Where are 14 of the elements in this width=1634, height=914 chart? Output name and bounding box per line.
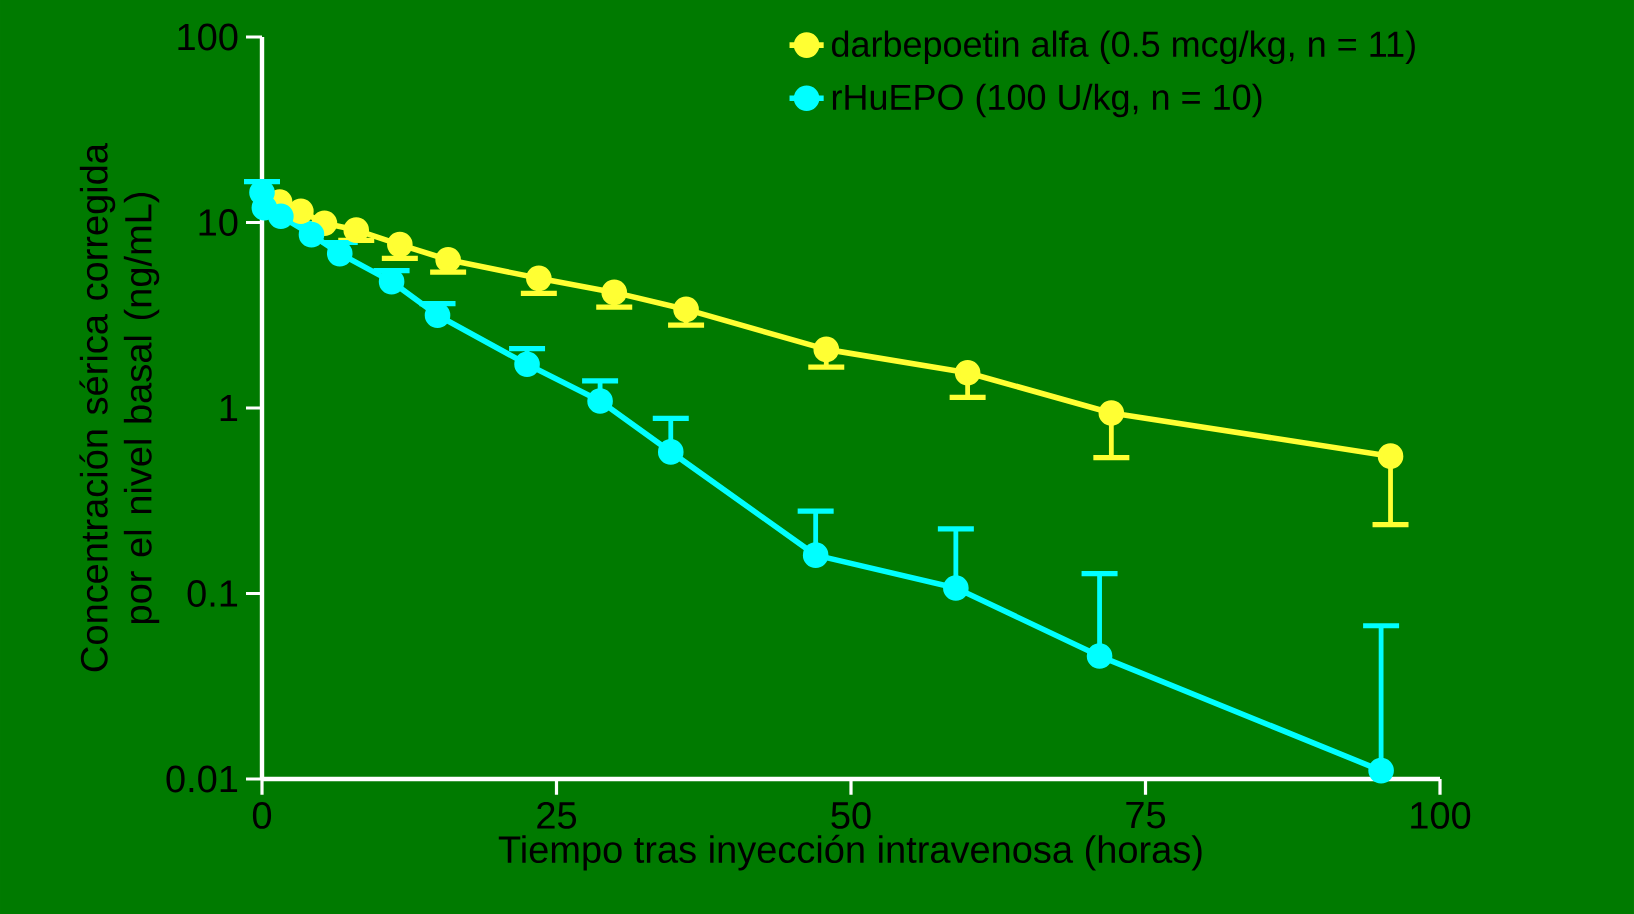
x-tick-label: 0: [252, 801, 272, 829]
y-tick-label: 100: [178, 23, 238, 51]
x-tick-label: 75: [1126, 801, 1166, 829]
x-tick-label: 25: [537, 801, 577, 829]
x-tick-label: 100: [1411, 801, 1471, 829]
legend-label: rHuEPO (100 U/kg, n = 10): [832, 83, 1262, 118]
x-axis-title: Tiempo tras inyección intravenosa (horas): [498, 834, 1202, 871]
y-tick-label: 10: [199, 209, 238, 236]
y-tick-label: 0.01: [166, 765, 238, 793]
legend-label: darbepoetin alfa (0.5 mcg/kg, n = 11): [831, 30, 1415, 65]
y-tick-label: 0.1: [187, 580, 238, 607]
y-axis-title: Concentración sérica corregida por el nivel basal (ng/mL): [79, 143, 160, 672]
y-tick-label: 1: [220, 394, 238, 422]
x-tick-label: 50: [831, 801, 871, 829]
